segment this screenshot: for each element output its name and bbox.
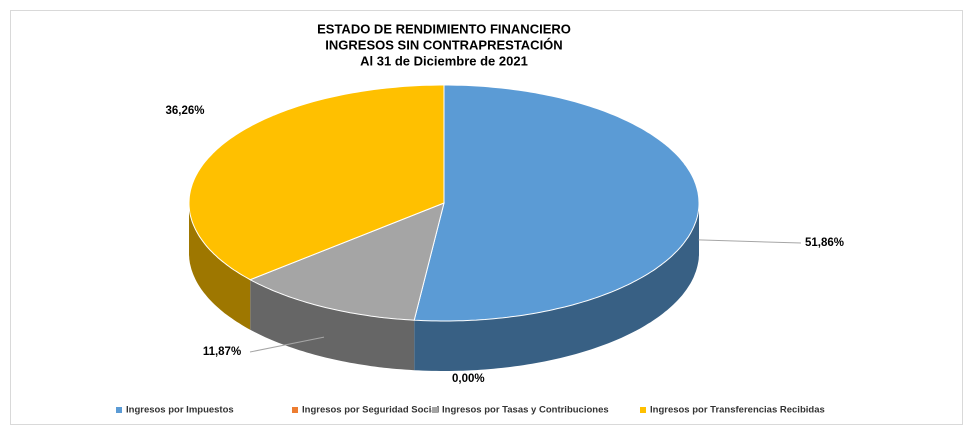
legend-swatch [116, 407, 122, 413]
slice [188, 84, 445, 281]
leader-line [698, 239, 802, 244]
data-label: 0,00% [452, 373, 485, 385]
data-label: 11,87% [203, 346, 241, 358]
leader-line [249, 336, 325, 353]
data-label: 51,86% [805, 237, 844, 249]
slice-side [414, 203, 699, 371]
chart-title: Al 31 de Diciembre de 2021 [360, 53, 528, 68]
chart-title: ESTADO DE RENDIMIENTO FINANCIERO [317, 21, 571, 36]
slice-side [189, 203, 251, 330]
data-label: 36,26% [165, 105, 204, 117]
slice [413, 84, 700, 322]
legend-label: Ingresos por Seguridad Social [302, 405, 439, 416]
legend-label: Ingresos por Tasas y Contribuciones [442, 405, 609, 416]
chart-title: INGRESOS SIN CONTRAPRESTACIÓN [325, 37, 562, 52]
legend-swatch [640, 407, 646, 413]
slice [249, 202, 445, 321]
legend-label: Ingresos por Transferencias Recibidas [650, 405, 825, 416]
legend-swatch [292, 407, 298, 413]
legend-label: Ingresos por Impuestos [126, 405, 234, 416]
legend-swatch [432, 407, 438, 413]
slice-side [250, 279, 415, 371]
